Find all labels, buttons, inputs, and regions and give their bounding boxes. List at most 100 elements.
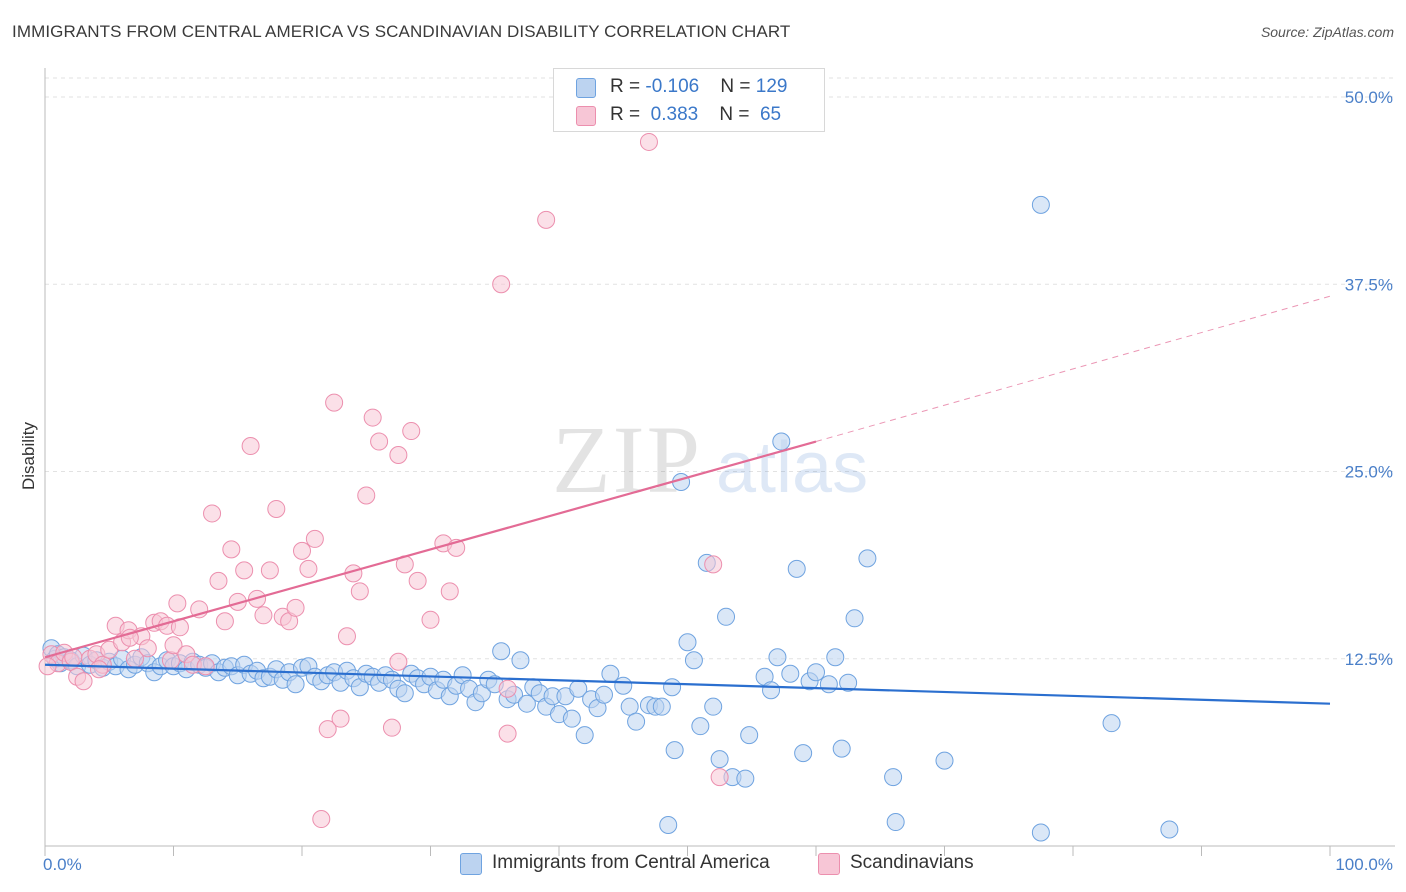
central-america-point	[1102, 714, 1121, 733]
scandinavian-point	[337, 627, 356, 646]
central-america-point	[663, 678, 682, 697]
central-america-point	[575, 726, 594, 745]
central-america-point	[787, 559, 806, 578]
scandinavian-point	[260, 561, 279, 580]
central-america-point	[736, 769, 755, 788]
scandinavian-point	[389, 652, 408, 671]
central-america-point	[492, 642, 511, 661]
y-tick-label: 12.5%	[1345, 650, 1393, 669]
central-america-point	[762, 681, 781, 700]
central-america-point	[710, 750, 729, 769]
central-america-point	[858, 549, 877, 568]
scandinavian-point	[209, 571, 228, 590]
scandinavian-point	[498, 679, 517, 698]
scandinavian-point	[318, 720, 337, 739]
central-america-point	[832, 739, 851, 758]
central-america-point	[717, 607, 736, 626]
central-america-point	[1160, 820, 1179, 839]
pink-swatch-icon	[576, 106, 596, 126]
scandinavian-point	[168, 594, 187, 613]
scandinavian-point	[312, 810, 331, 829]
legend-n-value: 129	[755, 76, 788, 97]
y-tick-label: 50.0%	[1345, 88, 1393, 107]
scandinavian-point	[382, 718, 401, 737]
bottom-legend-label: Scandinavians	[850, 852, 974, 873]
tick-labels: 12.5% 25.0% 37.5% 50.0% 0.0% 100.0%	[43, 88, 1393, 874]
scandinavian-point	[254, 606, 273, 625]
scandinavian-point	[161, 651, 180, 670]
trend-lines	[44, 295, 1331, 705]
x-tick-label: 100.0%	[1335, 855, 1393, 874]
scandinavian-point	[363, 408, 382, 427]
central-america-point	[839, 673, 858, 692]
central-america-point	[886, 813, 905, 832]
watermark: ZIP atlas	[552, 406, 868, 513]
scandinavian-point	[299, 559, 318, 578]
central-america-point	[286, 675, 305, 694]
scandinavian-point	[350, 582, 369, 601]
axes	[44, 68, 1395, 856]
y-axis-label: Disability	[19, 421, 38, 490]
trendline-central-america	[44, 663, 1331, 705]
central-america-point	[627, 712, 646, 731]
scandinavian-point	[357, 486, 376, 505]
central-america-point	[562, 709, 581, 728]
scandinavian-point	[120, 628, 139, 647]
central-america-point	[1031, 823, 1050, 842]
bottom-legend-label: Immigrants from Central America	[492, 852, 770, 873]
scandinavian-point	[215, 612, 234, 631]
correlation-legend: R = -0.106 N = 129 R = 0.383 N = 65	[553, 68, 825, 132]
central-america-point	[794, 744, 813, 763]
blue-swatch-icon	[460, 853, 482, 875]
scandinavian-point	[639, 132, 658, 151]
legend-r-label: R =	[610, 76, 646, 97]
central-america-point	[1031, 195, 1050, 214]
central-america-point	[845, 609, 864, 628]
scandinavian-point	[241, 437, 260, 456]
central-america-point	[659, 816, 678, 835]
scandinavian-point	[498, 724, 517, 743]
central-america-point	[740, 726, 759, 745]
scandinavian-point	[402, 422, 421, 441]
scandinavian-point	[235, 561, 254, 580]
central-america-point	[826, 648, 845, 667]
scandinavian-point	[710, 768, 729, 787]
scandinavian-point	[325, 393, 344, 412]
central-america-point	[781, 664, 800, 683]
central-america-point	[704, 697, 723, 716]
x-tick-label: 0.0%	[43, 855, 82, 874]
legend-n-value: 65	[754, 104, 782, 125]
chart-title: IMMIGRANTS FROM CENTRAL AMERICA VS SCAND…	[12, 22, 791, 41]
central-america-point	[601, 664, 620, 683]
central-america-point	[772, 432, 791, 451]
legend-n-label: N =	[719, 104, 755, 125]
central-america-point	[511, 651, 530, 670]
scandinavian-point	[138, 639, 157, 658]
y-tick-label: 37.5%	[1345, 275, 1393, 294]
scandinavian-point	[164, 636, 183, 655]
scandinavian-point	[408, 571, 427, 590]
legend-n-label: N =	[720, 76, 756, 97]
scandinavian-point	[267, 499, 286, 518]
central-america-point	[665, 741, 684, 760]
scandinavian-point	[196, 657, 215, 676]
central-america-point	[768, 648, 787, 667]
y-tick-label: 25.0%	[1345, 463, 1393, 482]
central-america-point	[691, 717, 710, 736]
scandinavian-point	[74, 672, 93, 691]
central-america-point	[594, 685, 613, 704]
scandinavian-point	[537, 210, 556, 229]
scandinavian-point	[370, 432, 389, 451]
central-america-point	[884, 768, 903, 787]
scandinavian-point	[89, 660, 108, 679]
pink-swatch-icon	[818, 853, 840, 875]
watermark-atlas: atlas	[716, 428, 868, 508]
central-america-point	[935, 751, 954, 770]
central-america-point	[684, 651, 703, 670]
legend-r-value: 0.383	[645, 104, 699, 125]
trendline-scandinavians	[44, 440, 817, 659]
series-scandinavians	[38, 132, 729, 829]
scandinavian-point	[440, 582, 459, 601]
central-america-point	[819, 675, 838, 694]
